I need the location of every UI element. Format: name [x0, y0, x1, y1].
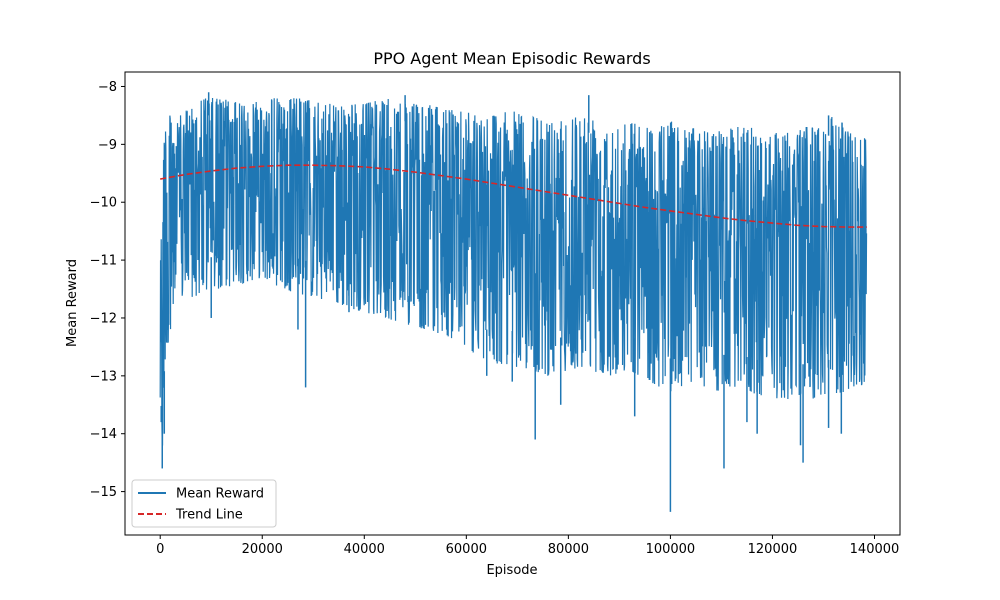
x-tick-label: 100000 — [646, 542, 696, 557]
x-tick-label: 120000 — [748, 542, 798, 557]
legend-box — [131, 479, 277, 528]
y-tick-label: −13 — [90, 369, 117, 384]
plot-frame — [124, 71, 901, 536]
x-axis: 0 20000 40000 60000 80000 100000 120000 140000 — [156, 535, 899, 557]
x-tick-label: 40000 — [344, 542, 385, 557]
x-tick-label: 140000 — [850, 542, 900, 557]
series-mean-reward-line — [159, 98, 868, 446]
y-tick-label: −15 — [90, 485, 117, 500]
plot-area — [159, 92, 868, 512]
legend: Mean Reward Trend Line — [131, 479, 277, 528]
y-tick-label: −12 — [90, 311, 117, 326]
y-tick-label: −10 — [90, 196, 117, 211]
legend-label-trend-line: Trend Line — [175, 508, 243, 523]
y-tick-label: −14 — [90, 427, 117, 442]
y-axis-label: Mean Reward — [65, 259, 80, 347]
chart-title: PPO Agent Mean Episodic Rewards — [373, 49, 650, 68]
y-tick-label: −8 — [98, 80, 117, 95]
x-tick-label: 0 — [156, 542, 164, 557]
legend-label-mean-reward: Mean Reward — [176, 487, 264, 502]
y-axis: −8 −9 −10 −11 −12 −13 −14 −15 — [90, 80, 125, 500]
x-tick-label: 60000 — [446, 542, 487, 557]
x-axis-label: Episode — [486, 563, 537, 578]
x-tick-label: 80000 — [548, 542, 589, 557]
y-tick-label: −9 — [98, 138, 117, 153]
y-tick-label: −11 — [90, 254, 117, 269]
x-tick-label: 20000 — [242, 542, 283, 557]
series-trend-line — [160, 164, 867, 228]
